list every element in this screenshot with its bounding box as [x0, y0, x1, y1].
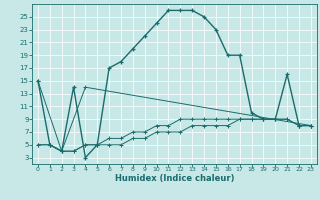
X-axis label: Humidex (Indice chaleur): Humidex (Indice chaleur) — [115, 174, 234, 183]
